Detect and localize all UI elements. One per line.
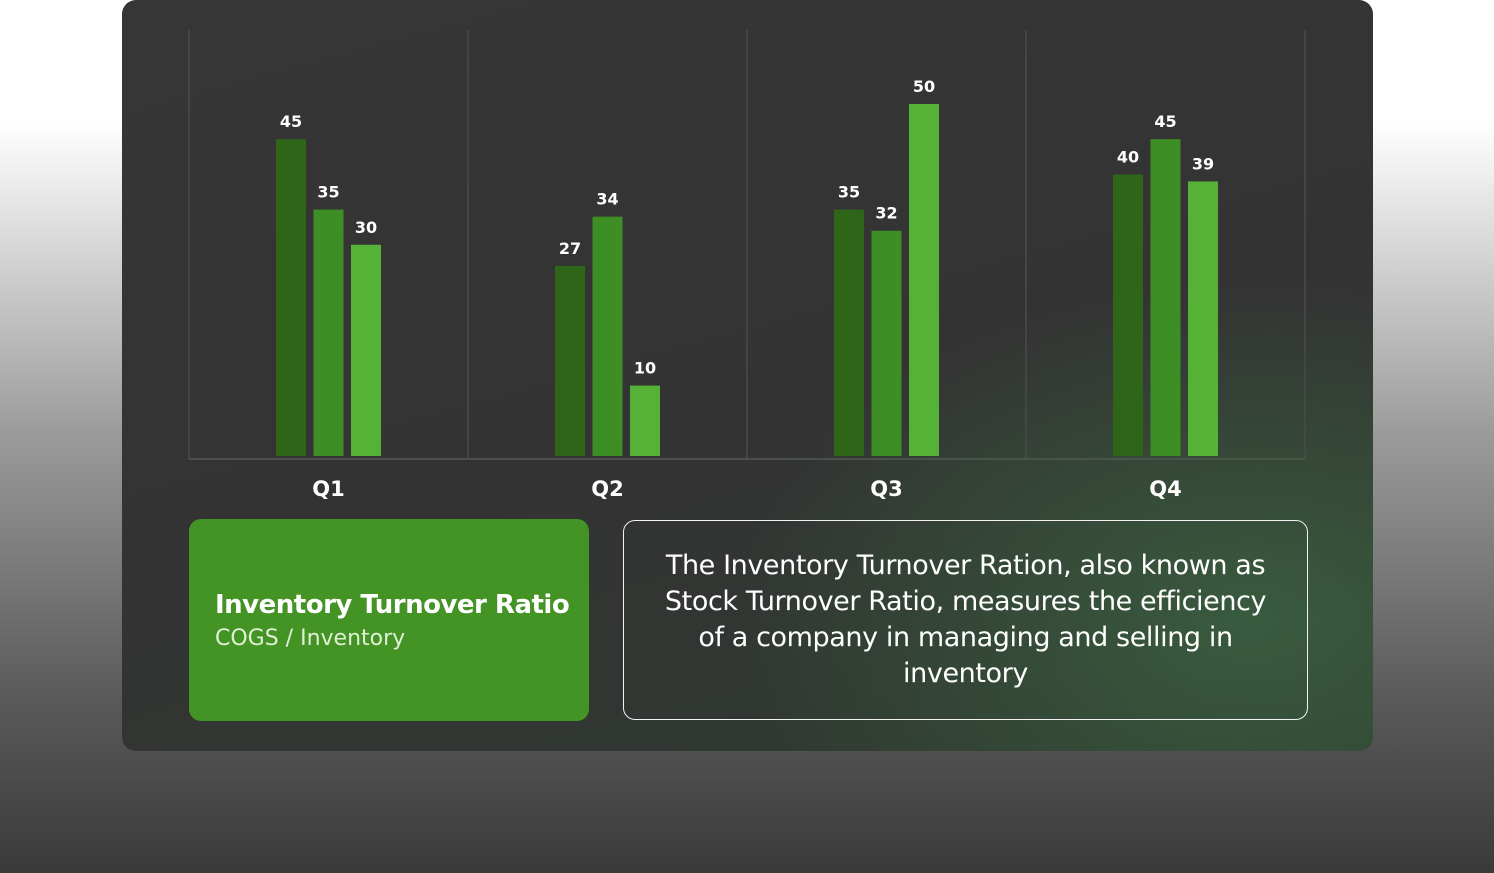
bar-q1-s2 <box>313 209 344 456</box>
bar-value-label: 50 <box>913 77 935 96</box>
bar-chart: 45 35 30 Q1 27 34 10 Q2 35 32 50 Q3 40 45 39 Q4 <box>188 30 1306 501</box>
bar-value-label: 10 <box>634 359 656 378</box>
bar-q4-s1 <box>1113 174 1143 456</box>
bar-value-label: 35 <box>317 183 339 202</box>
bar-value-label: 32 <box>875 204 897 223</box>
category-label-q1: Q1 <box>312 477 344 501</box>
bar-q3-s1 <box>834 209 864 456</box>
bar-q3-s2 <box>871 230 902 456</box>
category-label-q3: Q3 <box>870 477 902 501</box>
bar-q3-s3 <box>909 104 939 456</box>
bar-value-label: 39 <box>1192 154 1214 173</box>
bar-value-label: 34 <box>596 190 618 209</box>
category-label-q2: Q2 <box>591 477 623 501</box>
bar-q1-s3 <box>351 244 381 456</box>
bar-value-label: 35 <box>838 183 860 202</box>
bar-q2-s3 <box>630 385 660 456</box>
category-label-q4: Q4 <box>1149 477 1181 501</box>
ratio-title: Inventory Turnover Ratio <box>215 589 570 620</box>
ratio-info-box: Inventory Turnover Ratio COGS / Inventor… <box>189 519 589 721</box>
description-box: The Inventory Turnover Ration, also know… <box>623 520 1308 720</box>
bar-q4-s3 <box>1188 181 1218 456</box>
bar-q4-s2 <box>1150 139 1181 456</box>
bar-q1-s1 <box>276 139 306 456</box>
ratio-formula: COGS / Inventory <box>215 625 406 651</box>
bar-q2-s1 <box>555 265 585 456</box>
description-text: The Inventory Turnover Ration, also know… <box>664 550 1267 689</box>
bar-value-label: 30 <box>355 218 377 237</box>
bar-q2-s2 <box>592 216 623 456</box>
bar-value-label: 45 <box>280 112 302 131</box>
bar-value-label: 45 <box>1154 112 1176 131</box>
bar-value-label: 40 <box>1117 147 1139 166</box>
bar-value-label: 27 <box>559 239 581 258</box>
chart-card: 45 35 30 Q1 27 34 10 Q2 35 32 50 Q3 40 45 39 Q4 Invento… <box>122 0 1373 751</box>
